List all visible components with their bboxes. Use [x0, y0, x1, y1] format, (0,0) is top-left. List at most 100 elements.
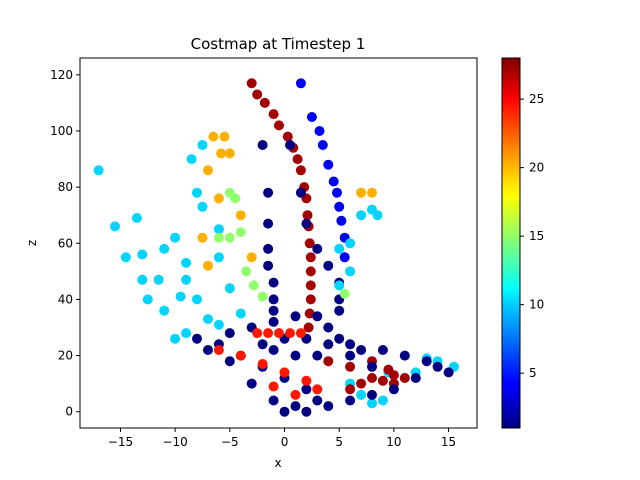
x-tick-label: 15 [441, 435, 456, 449]
scatter-point [345, 266, 356, 277]
scatter-point [192, 187, 202, 198]
scatter-point [257, 359, 268, 369]
scatter-point [295, 165, 306, 176]
scatter-point [372, 210, 383, 221]
scatter-point [252, 89, 263, 100]
scatter-point [131, 213, 142, 223]
scatter-point [345, 339, 356, 350]
scatter-point [304, 308, 315, 319]
scatter-point [301, 384, 312, 395]
scatter-point [263, 218, 274, 229]
scatter-point [246, 252, 257, 263]
scatter-point [323, 401, 334, 412]
scatter-point [339, 252, 350, 263]
scatter-point [230, 193, 241, 204]
y-axis-label: z [25, 240, 39, 246]
scatter-point [197, 232, 208, 243]
scatter-point [153, 274, 164, 285]
scatter-point [159, 243, 170, 254]
colorbar-tick-label: 25 [529, 92, 544, 106]
scatter-point [213, 193, 224, 204]
scatter-point [443, 367, 454, 378]
scatter-point [323, 322, 334, 333]
scatter-point [235, 308, 246, 319]
scatter-point [263, 243, 274, 254]
scatter-point [268, 294, 279, 305]
scatter-point [170, 333, 181, 344]
scatter-point [388, 384, 399, 395]
scatter-point [181, 274, 192, 285]
scatter-point [301, 375, 312, 386]
scatter-point [197, 140, 208, 150]
scatter-point [268, 305, 279, 316]
chart-title: Costmap at Timestep 1 [191, 35, 366, 53]
scatter-point [345, 361, 356, 372]
colorbar [501, 57, 521, 429]
scatter-point [290, 350, 301, 361]
scatter-point [345, 395, 356, 406]
scatter-point [224, 148, 235, 159]
scatter-point [302, 210, 313, 221]
scatter-point [305, 266, 316, 277]
scatter-point [213, 232, 224, 243]
x-tick-label: −10 [162, 435, 187, 449]
scatter-point [257, 339, 268, 350]
scatter-point [268, 277, 279, 288]
x-axis-ticks: −15 −10 −5 0 5 10 15 [108, 428, 456, 449]
scatter-point [279, 367, 290, 378]
scatter-point [259, 97, 270, 108]
scatter-point [334, 333, 345, 344]
scatter-point [235, 227, 246, 238]
y-tick-label: 120 [50, 68, 73, 82]
scatter-point [248, 280, 259, 291]
x-tick-label: 5 [335, 435, 343, 449]
scatter-point [203, 165, 213, 176]
scatter-point [170, 232, 181, 243]
scatter-point [306, 112, 317, 122]
scatter-point [323, 260, 334, 271]
colorbar-tick-label: 5 [529, 366, 537, 380]
scatter-point [268, 345, 279, 355]
scatter-point [356, 210, 367, 221]
colorbar-ticks: 5 10 15 20 25 [520, 92, 544, 380]
scatter-point [345, 238, 356, 249]
scatter-point [246, 78, 257, 89]
scatter-point [268, 381, 279, 392]
scatter-point [305, 294, 316, 305]
scatter-point [279, 406, 290, 417]
scatter-point [314, 126, 325, 136]
scatter-point [203, 314, 213, 325]
scatter-point [268, 109, 279, 120]
scatter-point [213, 224, 224, 235]
scatter-point [292, 154, 303, 165]
scatter-point [312, 384, 323, 395]
scatter-points [93, 78, 459, 417]
colorbar-tick-label: 20 [529, 161, 544, 175]
colorbar-tick-label: 15 [529, 229, 544, 243]
scatter-point [388, 370, 399, 381]
scatter-point [317, 140, 328, 150]
scatter-point [159, 305, 170, 316]
scatter-point [216, 148, 227, 159]
scatter-point [312, 311, 323, 322]
scatter-point [356, 187, 367, 198]
scatter-point [290, 401, 301, 412]
scatter-point [295, 78, 306, 89]
scatter-point [345, 350, 356, 361]
scatter-point [274, 120, 284, 131]
scatter-point [241, 266, 252, 277]
scatter-point [367, 361, 377, 372]
scatter-point [334, 201, 345, 212]
scatter-point [263, 260, 274, 271]
scatter-point [181, 328, 192, 339]
scatter-point [367, 398, 377, 409]
scatter-point [356, 378, 367, 389]
x-tick-label: −15 [108, 435, 133, 449]
scatter-point [339, 288, 350, 299]
x-axis-label: x [274, 456, 281, 470]
scatter-point [377, 395, 388, 406]
scatter-point [323, 339, 334, 350]
scatter-point [224, 232, 235, 243]
scatter-point [224, 283, 235, 294]
